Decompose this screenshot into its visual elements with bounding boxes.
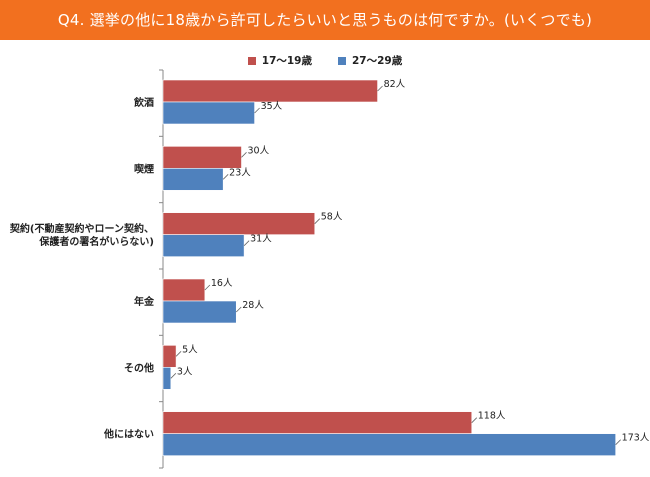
data-label: 173人 [622,433,650,444]
data-label: 5人 [182,344,198,355]
data-label-leader [222,174,229,180]
bar-series-1 [162,79,378,103]
bar-series-2 [162,234,245,257]
data-label: 58人 [321,212,343,223]
data-label: 23人 [229,167,251,178]
data-label: 82人 [384,79,406,90]
bar-series-2 [162,300,237,324]
bar-series-2 [162,433,616,456]
data-label: 28人 [242,300,264,311]
data-label-leader [170,373,177,379]
legend: 17〜19歳 27〜29歳 [0,53,650,68]
data-label-leader [235,306,242,313]
data-label-leader [175,351,182,357]
category-label: その他 [124,361,154,374]
data-label-leader [471,417,478,423]
legend-item-series-1: 17〜19歳 [247,53,312,68]
data-label: 35人 [261,101,283,112]
category-label: 契約(不動産契約やローン契約、 [10,222,154,235]
legend-swatch-series-2 [338,56,346,65]
data-label: 16人 [211,278,233,289]
category-label: 保護者の署名がいらない) [38,235,154,248]
bar-series-1 [162,146,242,169]
bar-series-2 [162,367,172,390]
category-label: 飲酒 [133,96,154,109]
data-label-leader [254,107,260,114]
legend-label-series-2: 27〜29歳 [352,55,403,67]
data-label-leader [314,218,321,224]
data-label-leader [204,284,211,291]
data-label-leader [243,240,250,246]
category-label: 他にはない [103,428,154,441]
legend-label-series-1: 17〜19歳 [261,55,312,67]
bar-series-2 [162,101,255,125]
bar-series-1 [162,411,473,434]
data-label: 30人 [248,145,270,156]
legend-swatch-series-1 [247,56,256,65]
data-label: 3人 [177,366,193,377]
category-label: 年金 [134,295,155,308]
data-label-leader [615,439,621,445]
chart-title: Q4. 選挙の他に18歳から許可したらいいと思うものは何ですか。(いくつでも) [0,0,650,40]
bar-series-1 [162,345,177,368]
bar-series-1 [162,212,316,235]
category-label: 喫煙 [134,162,154,175]
bar-series-2 [162,168,224,191]
bar-series-1 [162,278,206,302]
data-label: 118人 [478,411,506,422]
legend-item-series-2: 27〜29歳 [338,53,402,68]
data-label: 31人 [250,234,272,245]
data-label-leader [241,152,247,158]
data-label-leader [377,85,383,92]
